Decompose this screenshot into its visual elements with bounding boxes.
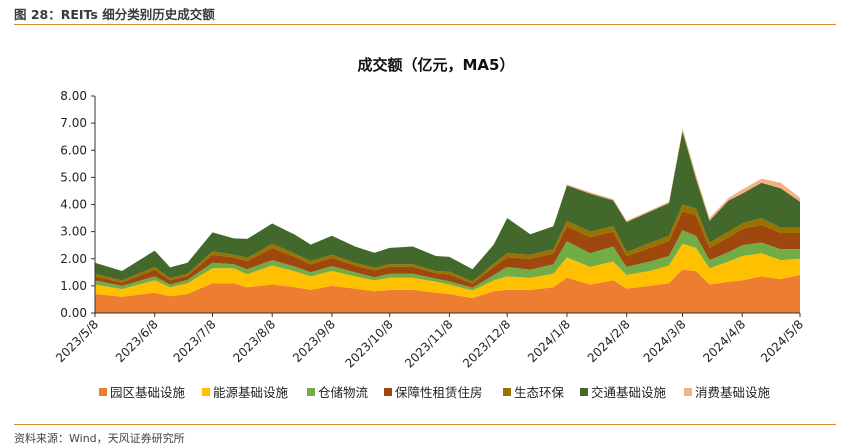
y-tick-label: 7.00: [60, 116, 87, 130]
legend-swatch: [202, 388, 210, 396]
y-tick-label: 5.00: [60, 170, 87, 184]
legend-label: 仓储物流: [318, 385, 369, 400]
legend-label: 园区基础设施: [110, 385, 186, 400]
y-tick-label: 2.00: [60, 252, 87, 266]
legend-swatch: [384, 388, 392, 396]
x-tick-label: 2024/2/8: [585, 317, 633, 365]
y-tick-label: 8.00: [60, 89, 87, 103]
x-tick-label: 2023/5/8: [53, 317, 101, 365]
legend-swatch: [503, 388, 511, 396]
x-tick-label: 2023/10/8: [342, 317, 395, 370]
x-tick-label: 2024/3/8: [641, 317, 689, 365]
legend-item: 仓储物流: [307, 385, 369, 400]
y-tick-label: 1.00: [60, 279, 87, 293]
legend-item: 能源基础设施: [202, 385, 289, 400]
y-axis: 0.00 1.00 2.00 3.00 4.00 5.00 6.00 7.00 8.00: [60, 89, 96, 320]
legend-label: 保障性租赁住房: [395, 385, 483, 400]
x-tick-label: 2023/6/8: [113, 317, 161, 365]
y-tick-label: 6.00: [60, 143, 87, 157]
x-axis: 2023/5/8 2023/6/8 2023/7/8 2023/8/8 2023/9/8…: [53, 312, 806, 371]
bottom-divider: [14, 424, 836, 425]
x-tick-label: 2023/9/8: [290, 317, 338, 365]
x-tick-label: 2023/11/8: [402, 317, 455, 370]
y-tick-label: 4.00: [60, 198, 87, 212]
legend-swatch: [580, 388, 588, 396]
legend: 园区基础设施 能源基础设施 仓储物流 保障性租赁住房 生态环保 交通基础设施 消费基础设施: [99, 385, 771, 400]
x-tick-label: 2024/5/8: [758, 317, 806, 365]
legend-item: 生态环保: [503, 385, 565, 400]
legend-label: 生态环保: [514, 385, 565, 400]
legend-item: 园区基础设施: [99, 385, 186, 400]
x-tick-label: 2023/7/8: [171, 317, 219, 365]
chart-title: 成交额（亿元，MA5）: [358, 56, 515, 74]
figure-caption: 图 28：REITs 细分类别历史成交额: [14, 7, 215, 22]
y-tick-label: 3.00: [60, 225, 87, 239]
legend-swatch: [684, 388, 692, 396]
legend-label: 消费基础设施: [695, 385, 771, 400]
legend-item: 交通基础设施: [580, 385, 667, 400]
area-1: [95, 269, 800, 313]
x-tick-label: 2023/8/8: [230, 317, 278, 365]
legend-label: 交通基础设施: [591, 385, 667, 400]
area-5: [95, 204, 800, 284]
x-tick-label: 2023/12/8: [460, 317, 513, 370]
legend-item: 保障性租赁住房: [384, 385, 483, 400]
legend-label: 能源基础设施: [213, 385, 289, 400]
legend-swatch: [99, 388, 107, 396]
area-2: [95, 243, 800, 299]
legend-swatch: [307, 388, 315, 396]
top-divider: [14, 24, 836, 25]
series-areas: [95, 128, 800, 313]
legend-item: 消费基础设施: [684, 385, 771, 400]
area-3: [95, 230, 800, 291]
x-tick-label: 2024/1/8: [525, 317, 573, 365]
x-tick-label: 2024/4/8: [700, 317, 748, 365]
area-6: [95, 131, 800, 282]
source-note: 资料来源：Wind，天风证券研究所: [14, 432, 185, 445]
y-tick-label: 0.00: [60, 306, 87, 320]
area-4: [95, 211, 800, 288]
